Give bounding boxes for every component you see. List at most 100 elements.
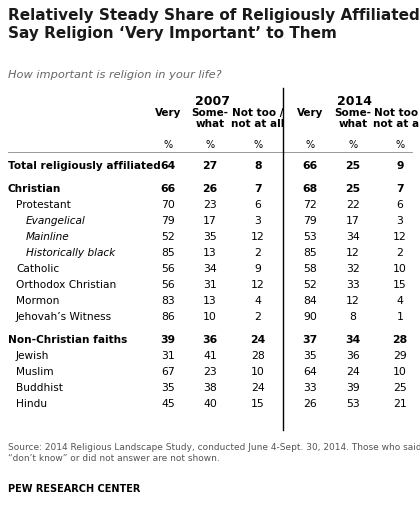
Text: 64: 64 bbox=[160, 161, 176, 171]
Text: 10: 10 bbox=[251, 367, 265, 377]
Text: 24: 24 bbox=[251, 383, 265, 393]
Text: 39: 39 bbox=[346, 383, 360, 393]
Text: 12: 12 bbox=[251, 232, 265, 242]
Text: 4: 4 bbox=[396, 296, 404, 306]
Text: 6: 6 bbox=[396, 200, 404, 210]
Text: 24: 24 bbox=[250, 335, 265, 345]
Text: 35: 35 bbox=[161, 383, 175, 393]
Text: Mainline: Mainline bbox=[26, 232, 70, 242]
Text: Jehovah’s Witness: Jehovah’s Witness bbox=[16, 312, 112, 322]
Text: 26: 26 bbox=[303, 399, 317, 409]
Text: 56: 56 bbox=[161, 280, 175, 290]
Text: 53: 53 bbox=[346, 399, 360, 409]
Text: 28: 28 bbox=[392, 335, 407, 345]
Text: %: % bbox=[349, 140, 357, 150]
Text: 4: 4 bbox=[255, 296, 261, 306]
Text: 17: 17 bbox=[203, 216, 217, 226]
Text: 13: 13 bbox=[203, 248, 217, 258]
Text: Total religiously affiliated: Total religiously affiliated bbox=[8, 161, 161, 171]
Text: 2: 2 bbox=[255, 248, 261, 258]
Text: 28: 28 bbox=[251, 351, 265, 361]
Text: 52: 52 bbox=[161, 232, 175, 242]
Text: 33: 33 bbox=[346, 280, 360, 290]
Text: 72: 72 bbox=[303, 200, 317, 210]
Text: 79: 79 bbox=[303, 216, 317, 226]
Text: Not too /
not at all: Not too / not at all bbox=[231, 108, 285, 129]
Text: 66: 66 bbox=[160, 184, 176, 194]
Text: 36: 36 bbox=[346, 351, 360, 361]
Text: 27: 27 bbox=[202, 161, 218, 171]
Text: 23: 23 bbox=[203, 367, 217, 377]
Text: 3: 3 bbox=[255, 216, 261, 226]
Text: 40: 40 bbox=[203, 399, 217, 409]
Text: 15: 15 bbox=[251, 399, 265, 409]
Text: 26: 26 bbox=[202, 184, 218, 194]
Text: 35: 35 bbox=[203, 232, 217, 242]
Text: 7: 7 bbox=[396, 184, 404, 194]
Text: %: % bbox=[205, 140, 215, 150]
Text: 2014: 2014 bbox=[338, 95, 373, 108]
Text: 34: 34 bbox=[346, 232, 360, 242]
Text: 13: 13 bbox=[203, 296, 217, 306]
Text: Non-Christian faiths: Non-Christian faiths bbox=[8, 335, 127, 345]
Text: 66: 66 bbox=[302, 161, 318, 171]
Text: 36: 36 bbox=[202, 335, 218, 345]
Text: Mormon: Mormon bbox=[16, 296, 59, 306]
Text: 39: 39 bbox=[160, 335, 176, 345]
Text: Buddhist: Buddhist bbox=[16, 383, 63, 393]
Text: %: % bbox=[163, 140, 173, 150]
Text: 35: 35 bbox=[303, 351, 317, 361]
Text: 23: 23 bbox=[203, 200, 217, 210]
Text: Protestant: Protestant bbox=[16, 200, 71, 210]
Text: 58: 58 bbox=[303, 264, 317, 274]
Text: 45: 45 bbox=[161, 399, 175, 409]
Text: 90: 90 bbox=[303, 312, 317, 322]
Text: 25: 25 bbox=[345, 161, 360, 171]
Text: 2007: 2007 bbox=[195, 95, 231, 108]
Text: 34: 34 bbox=[345, 335, 361, 345]
Text: 67: 67 bbox=[161, 367, 175, 377]
Text: 7: 7 bbox=[254, 184, 262, 194]
Text: 70: 70 bbox=[161, 200, 175, 210]
Text: Orthodox Christian: Orthodox Christian bbox=[16, 280, 116, 290]
Text: PEW RESEARCH CENTER: PEW RESEARCH CENTER bbox=[8, 484, 140, 494]
Text: 32: 32 bbox=[346, 264, 360, 274]
Text: 53: 53 bbox=[303, 232, 317, 242]
Text: Relatively Steady Share of Religiously Affiliated Adults
Say Religion ‘Very Impo: Relatively Steady Share of Religiously A… bbox=[8, 8, 420, 41]
Text: %: % bbox=[253, 140, 262, 150]
Text: 15: 15 bbox=[393, 280, 407, 290]
Text: Source: 2014 Religious Landscape Study, conducted June 4-Sept. 30, 2014. Those w: Source: 2014 Religious Landscape Study, … bbox=[8, 443, 420, 463]
Text: 2: 2 bbox=[255, 312, 261, 322]
Text: 17: 17 bbox=[346, 216, 360, 226]
Text: 33: 33 bbox=[303, 383, 317, 393]
Text: Not too /
not at all: Not too / not at all bbox=[373, 108, 420, 129]
Text: Very: Very bbox=[297, 108, 323, 118]
Text: 12: 12 bbox=[346, 296, 360, 306]
Text: 12: 12 bbox=[393, 232, 407, 242]
Text: 85: 85 bbox=[303, 248, 317, 258]
Text: 52: 52 bbox=[303, 280, 317, 290]
Text: 56: 56 bbox=[161, 264, 175, 274]
Text: 1: 1 bbox=[396, 312, 404, 322]
Text: 34: 34 bbox=[203, 264, 217, 274]
Text: 84: 84 bbox=[303, 296, 317, 306]
Text: 21: 21 bbox=[393, 399, 407, 409]
Text: 37: 37 bbox=[302, 335, 318, 345]
Text: Jewish: Jewish bbox=[16, 351, 50, 361]
Text: 25: 25 bbox=[345, 184, 360, 194]
Text: 83: 83 bbox=[161, 296, 175, 306]
Text: 29: 29 bbox=[393, 351, 407, 361]
Text: 10: 10 bbox=[393, 264, 407, 274]
Text: Evangelical: Evangelical bbox=[26, 216, 86, 226]
Text: 22: 22 bbox=[346, 200, 360, 210]
Text: Some-
what: Some- what bbox=[334, 108, 372, 129]
Text: 8: 8 bbox=[349, 312, 357, 322]
Text: Hindu: Hindu bbox=[16, 399, 47, 409]
Text: Some-
what: Some- what bbox=[192, 108, 228, 129]
Text: 6: 6 bbox=[255, 200, 261, 210]
Text: 10: 10 bbox=[393, 367, 407, 377]
Text: Historically black: Historically black bbox=[26, 248, 115, 258]
Text: Muslim: Muslim bbox=[16, 367, 54, 377]
Text: 38: 38 bbox=[203, 383, 217, 393]
Text: Very: Very bbox=[155, 108, 181, 118]
